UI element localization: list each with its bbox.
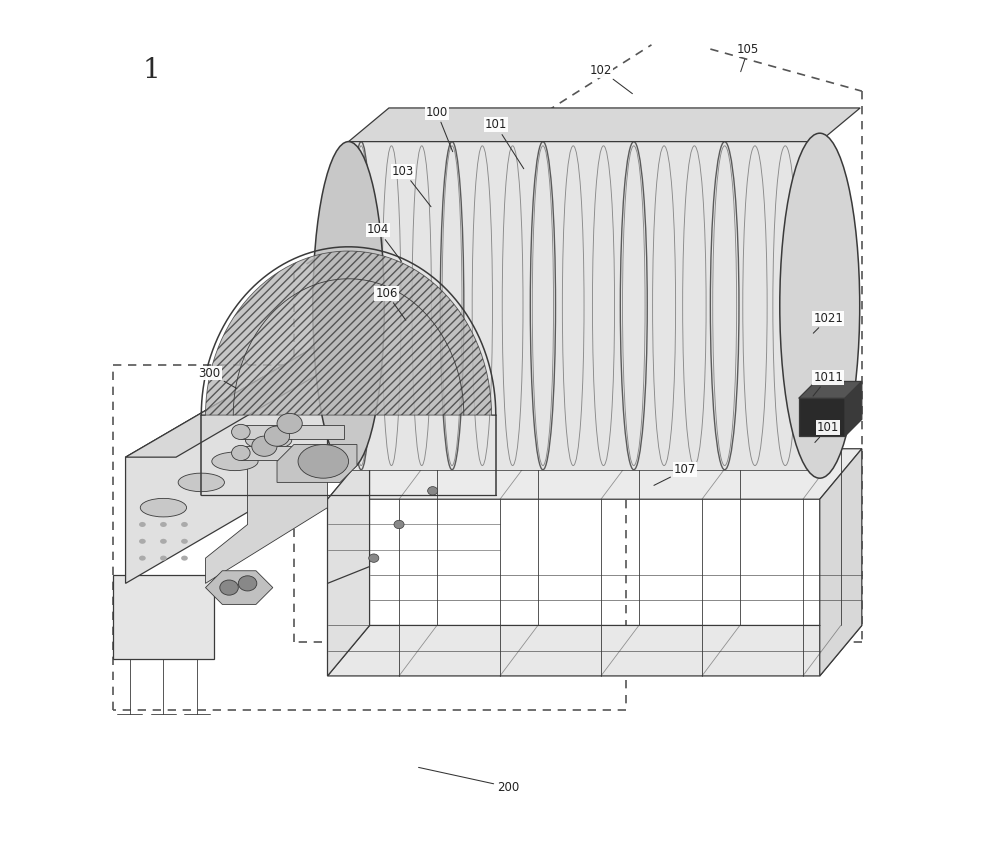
Text: 1011: 1011 bbox=[813, 371, 843, 396]
Polygon shape bbox=[205, 571, 273, 605]
Text: 107: 107 bbox=[654, 463, 696, 485]
Ellipse shape bbox=[220, 580, 238, 595]
Text: 101: 101 bbox=[815, 421, 839, 442]
Ellipse shape bbox=[238, 576, 257, 591]
Ellipse shape bbox=[181, 522, 188, 527]
Ellipse shape bbox=[232, 424, 250, 440]
Ellipse shape bbox=[139, 522, 146, 527]
Polygon shape bbox=[241, 446, 344, 460]
Ellipse shape bbox=[428, 487, 438, 495]
Ellipse shape bbox=[160, 556, 167, 561]
Polygon shape bbox=[349, 108, 860, 141]
Text: 101: 101 bbox=[485, 119, 524, 169]
Polygon shape bbox=[201, 251, 496, 415]
Polygon shape bbox=[845, 381, 862, 436]
Ellipse shape bbox=[394, 520, 404, 529]
Ellipse shape bbox=[181, 539, 188, 544]
Polygon shape bbox=[328, 449, 862, 499]
Ellipse shape bbox=[232, 446, 250, 461]
Text: 105: 105 bbox=[737, 42, 759, 72]
Ellipse shape bbox=[780, 133, 860, 479]
Ellipse shape bbox=[252, 436, 277, 457]
Ellipse shape bbox=[178, 473, 224, 491]
Ellipse shape bbox=[181, 556, 188, 561]
Polygon shape bbox=[328, 625, 862, 676]
Text: 102: 102 bbox=[590, 64, 632, 94]
Ellipse shape bbox=[139, 556, 146, 561]
Text: 103: 103 bbox=[392, 164, 431, 207]
Ellipse shape bbox=[140, 498, 187, 517]
Ellipse shape bbox=[298, 445, 349, 479]
Text: 200: 200 bbox=[419, 767, 520, 794]
Ellipse shape bbox=[277, 413, 302, 434]
Ellipse shape bbox=[369, 554, 379, 562]
Ellipse shape bbox=[212, 452, 258, 471]
Ellipse shape bbox=[139, 539, 146, 544]
Polygon shape bbox=[241, 425, 344, 439]
Ellipse shape bbox=[313, 141, 384, 470]
Polygon shape bbox=[799, 381, 862, 398]
Text: 300: 300 bbox=[199, 367, 237, 389]
Polygon shape bbox=[205, 457, 328, 584]
Ellipse shape bbox=[245, 431, 292, 450]
Polygon shape bbox=[799, 398, 845, 436]
Polygon shape bbox=[349, 141, 820, 470]
Polygon shape bbox=[820, 449, 862, 676]
Ellipse shape bbox=[264, 426, 290, 446]
Polygon shape bbox=[126, 340, 378, 457]
Polygon shape bbox=[113, 575, 214, 659]
Ellipse shape bbox=[160, 522, 167, 527]
Text: 106: 106 bbox=[375, 286, 406, 320]
Polygon shape bbox=[328, 449, 370, 676]
Ellipse shape bbox=[160, 539, 167, 544]
Text: 104: 104 bbox=[367, 224, 402, 262]
Polygon shape bbox=[277, 445, 357, 483]
Text: 1: 1 bbox=[142, 58, 160, 85]
Text: 1021: 1021 bbox=[813, 312, 843, 333]
Polygon shape bbox=[126, 340, 328, 584]
Text: 100: 100 bbox=[426, 106, 453, 152]
